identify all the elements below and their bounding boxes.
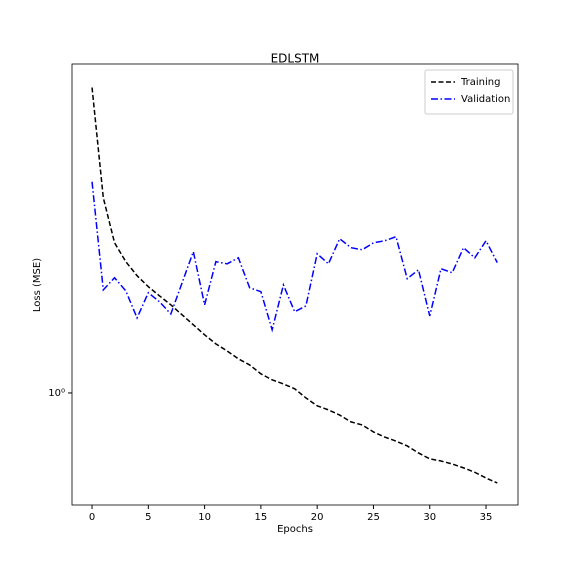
x-tick-label: 10: [198, 512, 211, 523]
x-tick-label: 25: [367, 512, 380, 523]
legend-label: Validation: [461, 94, 510, 105]
chart-title: EDLSTM: [271, 52, 320, 66]
x-axis-label: Epochs: [277, 524, 313, 535]
y-axis-label: Loss (MSE): [32, 258, 43, 312]
y-tick-label: 10⁰: [48, 388, 65, 399]
x-tick-label: 5: [145, 512, 151, 523]
x-tick-label: 0: [89, 512, 95, 523]
x-tick-label: 30: [423, 512, 436, 523]
legend-box: [424, 69, 514, 115]
line: [91, 181, 498, 333]
plot-frame: [71, 63, 519, 506]
line: [91, 87, 498, 484]
legend-label: Training: [460, 77, 500, 88]
x-tick-label: 35: [480, 512, 493, 523]
x-tick-label: 20: [311, 512, 324, 523]
x-tick-label: 15: [255, 512, 268, 523]
